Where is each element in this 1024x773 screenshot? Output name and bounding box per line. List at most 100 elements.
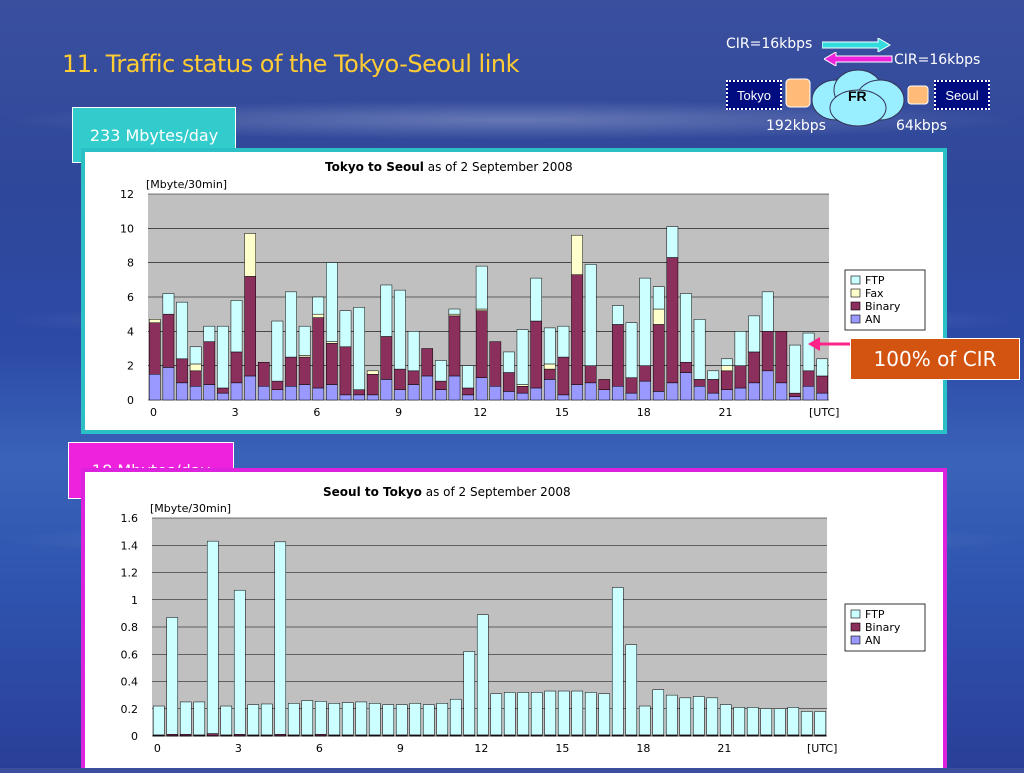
bar-segment-an xyxy=(448,375,461,401)
bar-segment-an xyxy=(680,372,692,401)
bar-segment-binary xyxy=(380,336,393,380)
bar-segment-ftp xyxy=(611,587,624,736)
bar-segment-fax xyxy=(298,355,311,358)
bar-segment-ftp xyxy=(761,291,774,332)
bar-segment-ftp xyxy=(814,711,827,736)
x-axis-label: [UTC] xyxy=(807,742,837,755)
y-tick-label: 1.2 xyxy=(121,567,139,580)
bar-segment-binary xyxy=(680,361,692,373)
cir-right-label: CIR=16kbps xyxy=(894,52,981,68)
y-tick-label: 6 xyxy=(127,291,134,304)
bar-segment-ftp xyxy=(449,698,462,736)
bar-segment-ftp xyxy=(652,689,665,736)
bar-segment-ftp xyxy=(800,711,813,736)
bar-segment-an xyxy=(203,384,216,401)
x-tick-label: 15 xyxy=(555,406,569,419)
bar-segment-ftp xyxy=(189,346,202,365)
bar-segment-an xyxy=(816,392,829,401)
bar-segment-an xyxy=(489,386,502,401)
bar-segment-an xyxy=(707,392,720,401)
bar-segment-binary xyxy=(516,386,529,394)
bar-segment-fax xyxy=(571,234,583,275)
bar-segment-ftp xyxy=(652,286,665,310)
bar-segment-ftp xyxy=(260,703,273,736)
bar-segment-an xyxy=(639,380,651,401)
bar-segment-binary xyxy=(339,346,352,396)
bar-segment-an xyxy=(802,386,815,401)
bar-segment-an xyxy=(230,382,243,401)
bar-segment-fax xyxy=(148,319,161,323)
bar-segment-ftp xyxy=(571,690,584,736)
bar-segment-ftp xyxy=(422,704,435,736)
legend-label: Binary xyxy=(865,621,901,634)
x-tick-label: 6 xyxy=(313,406,320,419)
bar-segment-an xyxy=(666,382,679,401)
y-axis-label: [Mbyte/30min] xyxy=(150,502,231,515)
bar-segment-binary xyxy=(353,389,365,396)
bar-segment-ftp xyxy=(220,705,233,736)
legend-swatch xyxy=(850,635,861,645)
bar-segment-binary xyxy=(721,370,733,390)
bar-segment-an xyxy=(244,375,256,401)
bar-segment-an xyxy=(312,387,325,401)
legend-swatch xyxy=(850,314,861,324)
x-tick-label: 12 xyxy=(474,742,488,755)
chart-tokyo-to-seoul: Tokyo to Seoul as of 2 September 2008 [Mb… xyxy=(120,160,926,419)
bar-segment-ftp xyxy=(733,707,746,736)
bar-segment-ftp xyxy=(271,320,284,382)
bar-segment-ftp xyxy=(314,701,327,735)
bar-segment-binary xyxy=(557,356,570,396)
router-icon xyxy=(907,85,929,105)
bar-segment-ftp xyxy=(285,291,297,358)
bar-segment-binary xyxy=(244,276,256,377)
y-tick-label: 8 xyxy=(127,257,134,270)
bar-segment-binary xyxy=(816,375,829,394)
x-tick-label: 0 xyxy=(154,742,161,755)
bar-segment-ftp xyxy=(693,319,706,380)
y-tick-label: 1.6 xyxy=(121,512,139,525)
bar-segment-ftp xyxy=(368,703,381,736)
bar-segment-ftp xyxy=(407,331,420,372)
bar-segment-binary xyxy=(217,387,229,394)
bar-segment-an xyxy=(503,391,515,401)
bar-segment-an xyxy=(380,379,393,401)
bar-segment-ftp xyxy=(203,325,216,342)
bar-segment-ftp xyxy=(816,358,829,377)
router-icon xyxy=(785,78,811,108)
bar-segment-ftp xyxy=(176,301,188,360)
bar-segment-binary xyxy=(189,370,202,387)
bar-segment-ftp xyxy=(516,329,529,385)
y-axis-label: [Mbyte/30min] xyxy=(146,178,227,191)
bar-segment-an xyxy=(407,384,420,401)
y-tick-label: 0.8 xyxy=(121,621,139,634)
bar-segment-ftp xyxy=(490,693,503,736)
bar-segment-binary xyxy=(543,368,556,380)
bar-segment-ftp xyxy=(666,226,679,258)
bar-segment-fax xyxy=(475,308,488,311)
cir-arrow-icon xyxy=(808,337,852,351)
y-tick-label: 2 xyxy=(127,360,134,373)
y-tick-label: 1.4 xyxy=(121,539,139,552)
legend-swatch xyxy=(850,275,861,285)
bar-segment-ftp xyxy=(707,370,720,380)
bar-segment-ftp xyxy=(557,690,570,736)
bar-segment-an xyxy=(394,389,406,401)
bar-segment-ftp xyxy=(463,651,476,736)
speed-left-label: 192kbps xyxy=(766,118,826,134)
chart-title: Tokyo to Seoul as of 2 September 2008 xyxy=(325,160,573,174)
bar-segment-an xyxy=(353,394,365,401)
bar-segment-an xyxy=(285,386,297,401)
bar-segment-binary xyxy=(639,365,651,382)
bar-segment-ftp xyxy=(448,308,461,315)
bar-segment-binary xyxy=(598,379,611,390)
legend-label: Fax xyxy=(865,287,884,300)
x-tick-label: 12 xyxy=(473,406,487,419)
bar-segment-ftp xyxy=(193,701,206,736)
bar-segment-ftp xyxy=(721,358,733,366)
bar-segment-an xyxy=(721,389,733,401)
bar-segment-ftp xyxy=(544,690,557,736)
bar-segment-binary xyxy=(206,733,219,736)
bar-segment-an xyxy=(775,382,788,401)
bar-segment-binary xyxy=(421,348,434,377)
bar-segment-binary xyxy=(176,358,188,384)
